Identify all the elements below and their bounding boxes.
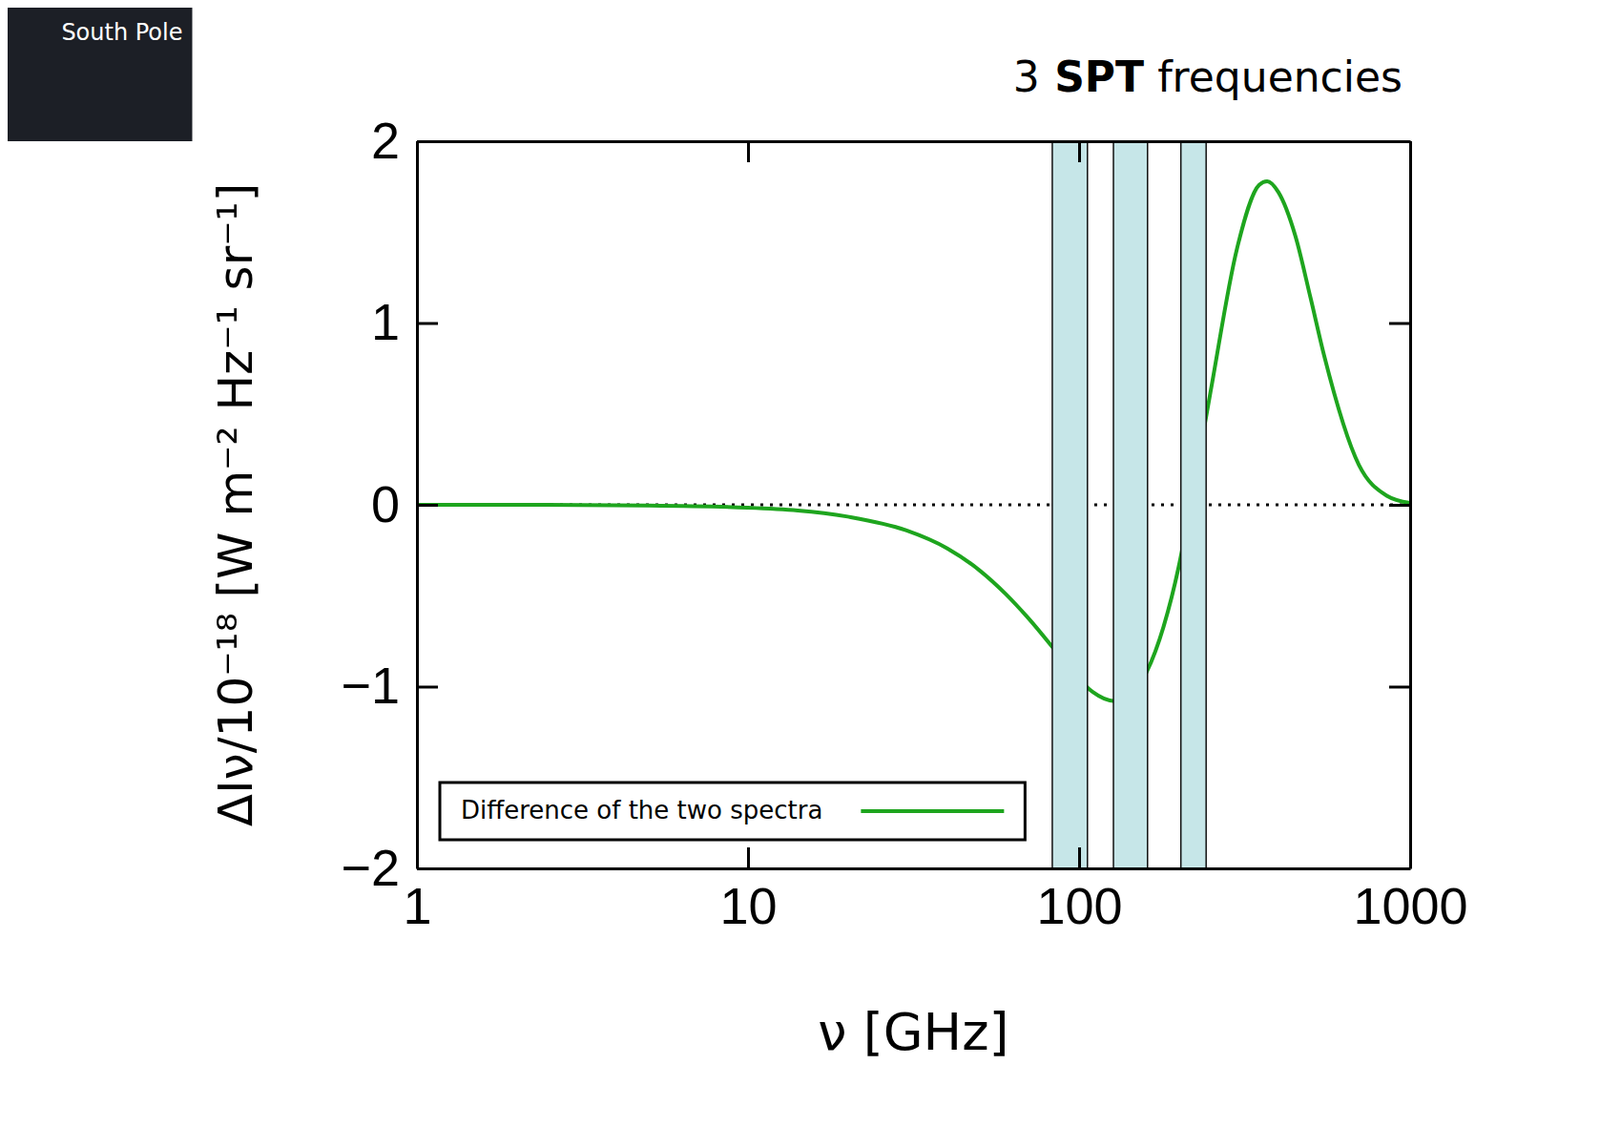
x-axis: 1 10 100 1000 [402,847,1468,935]
photo-placeholder [7,7,193,142]
chart: 1 10 100 1000 −2 −1 0 1 2 ν [GHz] ΔIν/10⁻¹⁸ [W m⁻²… [0,0,1600,1127]
y-axis-right [1389,142,1412,870]
legend-label: Difference of the two spectra [460,795,823,825]
tick-mark [416,867,438,871]
photo-caption: South Pole [61,19,183,46]
tick-label: −2 [340,838,400,896]
tick [1389,323,1411,325]
tick: 2 [371,111,438,169]
axis-line [417,867,1412,871]
tick-label: −1 [340,656,400,714]
tick-label: 1 [371,292,400,351]
tick-label: 1000 [1352,876,1468,935]
tick-mark [747,141,750,163]
tick-mark [1078,141,1081,163]
tick [1389,686,1411,688]
tick-label: 0 [371,475,400,533]
legend-box [439,782,1025,840]
tick: −2 [340,838,438,896]
legend-swatch [860,809,1004,813]
x-axis-top [417,141,1412,163]
tick: 0 [371,475,438,533]
tick-mark [416,322,438,326]
tick: 100 [1036,847,1123,935]
x-axis-title: ν [GHz] [817,1001,1009,1062]
y-axis: −2 −1 0 1 2 [340,111,438,896]
tick-mark [1389,140,1411,144]
tick-label: 100 [1036,876,1123,935]
tick-label: 1 [402,876,432,935]
tick: 1 [371,292,438,351]
tick: 10 [719,847,777,935]
tick-mark [1389,322,1411,326]
tick [1389,504,1411,506]
series-line [416,181,1411,702]
tick [1079,141,1081,163]
tick-mark [747,847,750,869]
tick-mark [416,685,438,689]
title: 3 SPT frequencies [1013,52,1403,102]
tick-mark [416,140,438,144]
tick [1389,141,1411,143]
y-axis-title: ΔIν/10⁻¹⁸ [W m⁻² Hz⁻¹ sr⁻¹] [207,183,264,827]
tick [1389,868,1411,870]
plot-area [416,141,1411,869]
tick-mark [1389,685,1411,689]
axis-line [417,140,1412,144]
tick-label: 10 [719,876,777,935]
frequency-band [1052,141,1088,869]
tick-mark [1389,867,1411,871]
frequency-band [1181,141,1206,869]
tick-mark [1389,503,1411,507]
tick: −1 [340,656,438,714]
legend: Difference of the two spectra [439,782,1025,840]
tick-mark [1078,847,1081,869]
tick [748,141,749,163]
frequency-band [1113,141,1148,869]
tick-label: 2 [371,111,400,169]
photo-inset: South Pole [7,7,193,142]
tick-mark [416,503,438,507]
